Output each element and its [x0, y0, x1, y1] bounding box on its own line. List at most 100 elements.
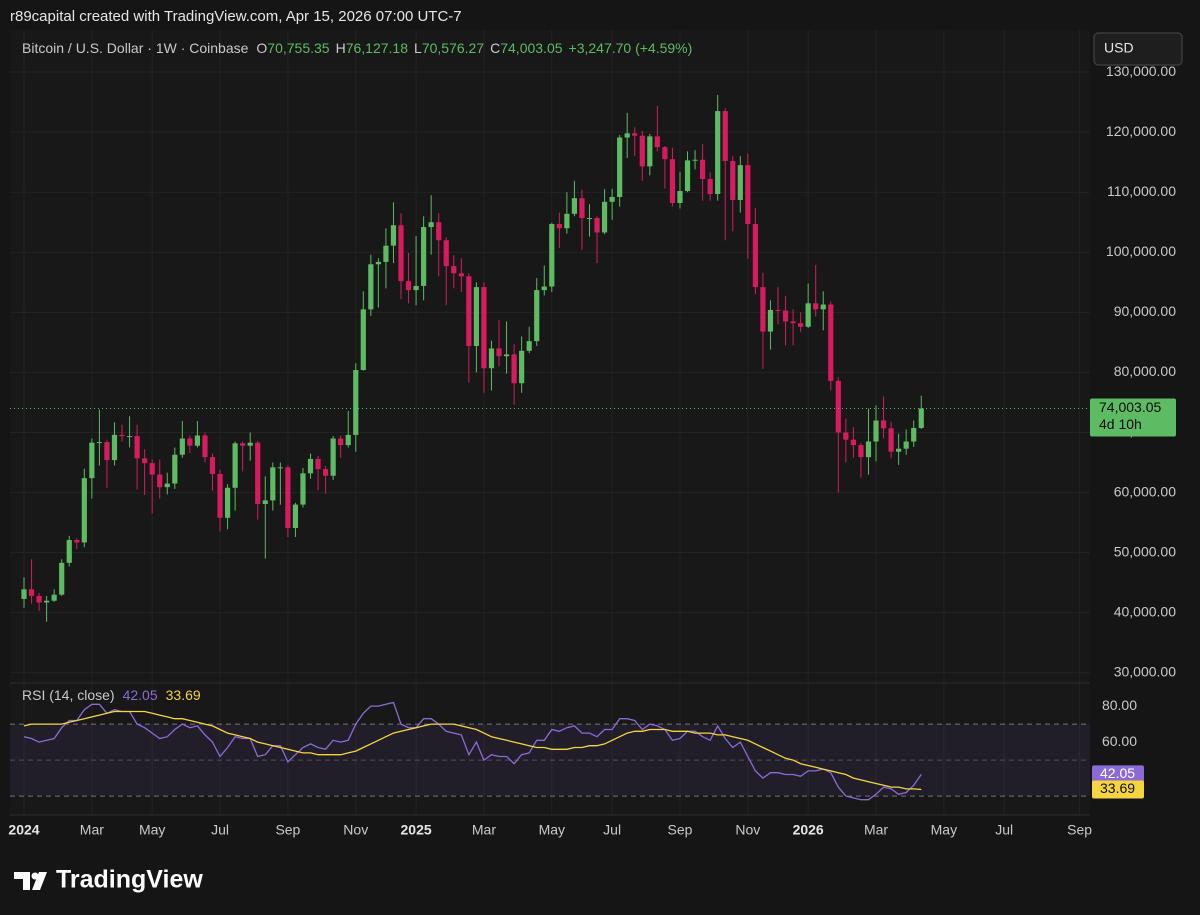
candle-body	[767, 309, 774, 332]
candle-body	[270, 467, 276, 501]
header: r89capital created with TradingView.com,…	[10, 8, 462, 25]
candle-body	[413, 285, 419, 291]
y-tick-label: 60.00	[1102, 733, 1137, 749]
candle-body	[451, 266, 457, 274]
candle-body	[677, 190, 683, 204]
candle-body	[323, 469, 329, 476]
candle-body	[277, 467, 283, 469]
candle-body	[466, 276, 472, 346]
candle-body	[119, 434, 125, 437]
y-tick-label: 80.00	[1102, 697, 1137, 713]
rsi-badge	[1092, 765, 1144, 784]
y-tick-label: 40,000.00	[1114, 603, 1176, 619]
candle-body	[338, 438, 344, 446]
candle-body	[134, 436, 140, 459]
candle-body	[405, 281, 412, 291]
candle-body	[805, 303, 811, 327]
candle-body	[624, 133, 630, 138]
candle-body	[798, 323, 804, 327]
candle-body	[217, 473, 223, 518]
candle-body	[164, 483, 170, 488]
legend-key: L	[414, 40, 422, 56]
rsi-line	[23, 701, 922, 801]
x-tick-label: Mar	[472, 822, 496, 838]
candle-body	[330, 438, 336, 476]
candle-body	[194, 435, 201, 446]
rsi-legend-value: 42.05	[123, 687, 158, 703]
x-tick-label: Nov	[735, 822, 760, 838]
candle-body	[44, 600, 50, 603]
candle-body	[828, 304, 834, 381]
candle-body	[360, 309, 366, 371]
candle-body	[745, 165, 751, 225]
candle-body	[421, 227, 427, 286]
candle-body	[782, 310, 789, 322]
candle-body	[526, 341, 532, 351]
y-tick-label: 50,000.00	[1114, 543, 1176, 559]
candle-body	[911, 427, 917, 442]
candle-body	[858, 445, 864, 458]
candle-body	[503, 354, 510, 357]
candle-body	[730, 160, 736, 201]
candle-body	[224, 487, 231, 518]
candle-body	[179, 438, 185, 455]
candle-body	[383, 245, 389, 262]
candle-body	[81, 478, 87, 543]
candle-body	[300, 473, 306, 505]
currency[interactable]: USD	[1104, 40, 1134, 56]
candle-body	[519, 350, 525, 384]
rsi-line	[23, 710, 922, 791]
candle-body	[473, 287, 479, 346]
candle-body	[481, 287, 487, 369]
candle-body	[157, 474, 163, 488]
candle-body	[398, 225, 404, 282]
rsi-title: RSI (14, close)	[22, 687, 115, 703]
candle-body	[722, 111, 728, 161]
candle-body	[835, 380, 841, 433]
x-tick-label: 2026	[793, 822, 824, 838]
candle-body	[443, 240, 449, 267]
candle-body	[662, 147, 668, 160]
currency-button[interactable]	[1093, 32, 1183, 66]
candle-body	[202, 435, 208, 458]
y-tick-label: 130,000.00	[1106, 63, 1176, 79]
candle-body	[896, 448, 902, 452]
candle-body	[654, 136, 660, 148]
candle-body	[262, 500, 268, 504]
brand-logo: TradingView	[14, 866, 203, 894]
candle-body	[632, 133, 638, 136]
candle-body	[790, 321, 796, 324]
candle-body	[104, 442, 110, 461]
y-tick-label: 100,000.00	[1106, 243, 1176, 259]
candle-body	[315, 458, 321, 470]
candle-body	[436, 222, 442, 241]
candle-body	[247, 442, 253, 446]
candle-body	[511, 354, 517, 384]
x-tick-label: May	[931, 822, 957, 838]
logo-mark	[14, 872, 30, 890]
candle-body	[285, 467, 291, 529]
legend-key: O	[256, 40, 267, 56]
x-tick-label: Sep	[668, 822, 693, 838]
candle-body	[556, 224, 562, 229]
candle-body	[692, 159, 698, 161]
candle-body	[390, 225, 397, 246]
candle-body	[813, 303, 819, 310]
logo-dot	[31, 872, 39, 880]
candle-body	[458, 273, 464, 277]
legend-value: 76,127.18	[346, 40, 408, 56]
y-tick-label: 60,000.00	[1114, 483, 1176, 499]
rsi-badge-label: 42.05	[1100, 765, 1135, 781]
candle-body	[579, 198, 585, 219]
rsi-badge-label: 33.69	[1100, 780, 1135, 796]
legend-key: C	[490, 40, 500, 56]
rsi-legend: RSI (14, close) 42.05 33.69	[22, 687, 201, 703]
x-tick-label: Mar	[80, 822, 104, 838]
candle-body	[647, 136, 653, 167]
candle-body	[209, 457, 216, 474]
brand: TradingView	[56, 866, 203, 894]
x-tick-label: 2024	[8, 822, 39, 838]
candle-body	[488, 348, 495, 369]
